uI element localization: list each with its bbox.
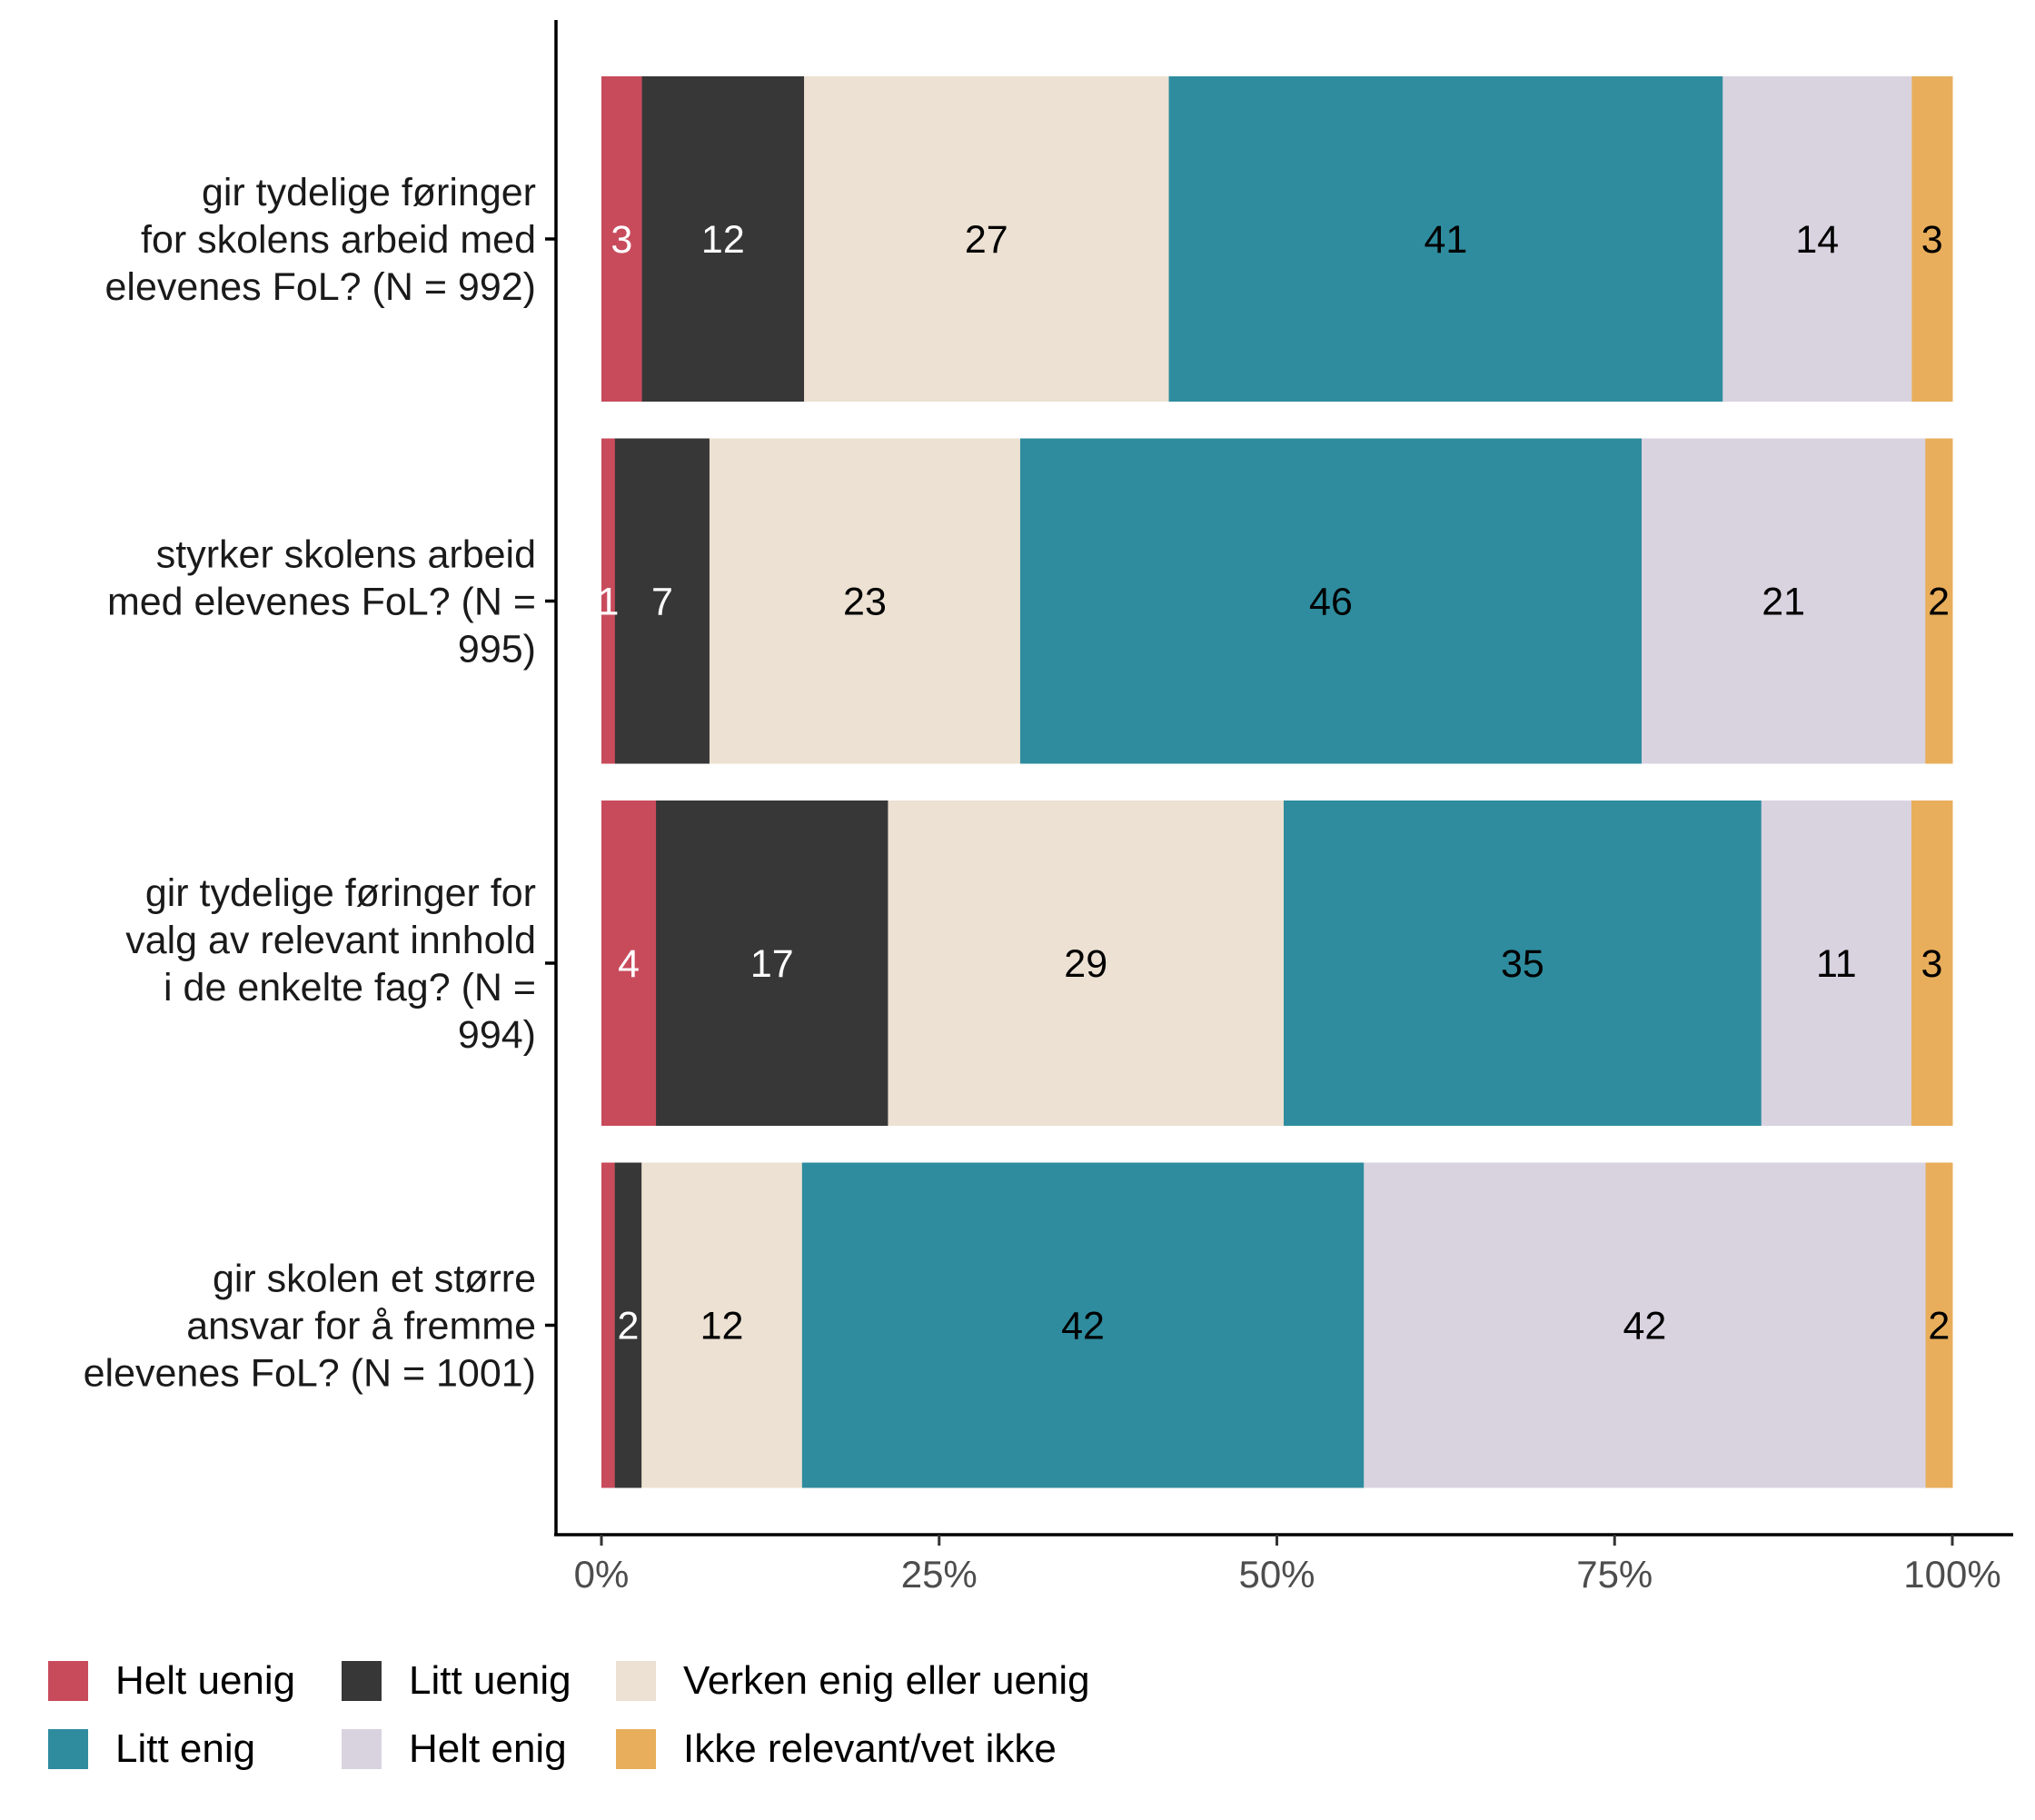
x-tick-label: 25%: [901, 1553, 978, 1596]
segment-value-label: 2: [617, 1305, 639, 1348]
legend-label: Verken enig eller uenig: [683, 1658, 1090, 1703]
segment-value-label: 2: [1928, 1305, 1950, 1348]
bar-segment: [1925, 438, 1953, 764]
bar-segment: [1168, 76, 1723, 402]
bar-segment: [1722, 76, 1912, 402]
bar-segment: [1364, 1162, 1927, 1488]
segment-labels-layer: 3 12 27 41 14 31 7 23 46 21 24 17 29 35 11 32 12 42 42 2: [597, 218, 1950, 1348]
legend-label: Ikke relevant/vet ikke: [683, 1726, 1057, 1771]
bar-segment: [614, 1162, 642, 1488]
legend-swatch: [48, 1661, 88, 1701]
bar-segment: [641, 1162, 803, 1488]
x-tick-label: 100%: [1903, 1553, 2000, 1596]
bar-segment: [614, 438, 710, 764]
bar-segment: [1761, 801, 1912, 1126]
segment-value-label: 1: [597, 581, 619, 624]
bar-segment: [1925, 1162, 1953, 1488]
y-tick-label-line: styrker skolens arbeid: [156, 533, 536, 577]
segment-value-label: 27: [965, 218, 1008, 262]
segment-value-label: 42: [1061, 1305, 1105, 1348]
legend-swatch: [616, 1729, 656, 1769]
legend-item-ikke-relevant: Ikke relevant/vet ikke: [616, 1726, 1057, 1771]
bar-segment: [1641, 438, 1926, 764]
segment-value-label: 12: [700, 1305, 744, 1348]
y-axis-labels: gir tydelige føringer for skolens arbeid …: [84, 171, 536, 1396]
y-tick-label: gir tydelige føringer for valg av relevan…: [125, 871, 536, 1057]
segment-value-label: 14: [1795, 218, 1839, 262]
y-tick-label-line: gir skolen et større: [213, 1258, 536, 1301]
y-axis-ticks: [545, 237, 556, 1328]
legend-swatch: [342, 1661, 382, 1701]
bar-segment: [709, 438, 1021, 764]
x-tick-label: 0%: [574, 1553, 630, 1596]
legend-label: Litt enig: [115, 1726, 256, 1771]
legend-item-litt-uenig: Litt uenig: [342, 1658, 571, 1703]
y-tick-label: gir tydelige føringer for skolens arbeid …: [105, 171, 536, 309]
bar-segment: [601, 438, 616, 764]
bar-segment: [1911, 76, 1953, 402]
segment-value-label: 17: [750, 942, 794, 986]
bar-segment: [804, 76, 1170, 402]
x-tick-label: 75%: [1576, 1553, 1653, 1596]
y-tick-label: styrker skolens arbeid med elevenes FoL? …: [107, 533, 536, 671]
y-tick-label-line: 995): [458, 628, 536, 671]
segment-value-label: 3: [610, 218, 632, 262]
segment-value-label: 41: [1424, 218, 1467, 262]
bars-layer: [601, 76, 1953, 1488]
segment-value-label: 46: [1309, 581, 1353, 624]
y-tick-label-line: elevenes FoL? (N = 992): [105, 265, 536, 309]
bar-segment: [1284, 801, 1762, 1126]
bar-segment: [1911, 801, 1953, 1126]
bar-segment: [801, 1162, 1365, 1488]
y-tick-label-line: for skolens arbeid med: [141, 218, 536, 262]
legend-swatch: [616, 1661, 656, 1701]
bar-segment: [656, 801, 888, 1126]
bar-segment: [641, 76, 805, 402]
y-tick-label-line: gir tydelige føringer: [202, 171, 536, 214]
segment-value-label: 23: [843, 581, 887, 624]
y-tick-label-line: 994): [458, 1013, 536, 1057]
segment-value-label: 3: [1921, 942, 1943, 986]
segment-value-label: 29: [1064, 942, 1107, 986]
legend-swatch: [48, 1729, 88, 1769]
bar-segment: [1019, 438, 1643, 764]
x-axis-ticks: 0% 25% 50% 75% 100%: [574, 1535, 2001, 1596]
segment-value-label: 35: [1501, 942, 1544, 986]
segment-value-label: 2: [1928, 581, 1950, 624]
legend-label: Helt uenig: [115, 1658, 296, 1703]
legend-label: Litt uenig: [409, 1658, 571, 1703]
stacked-bar-chart: 3 12 27 41 14 31 7 23 46 21 24 17 29 35 11 32 12 42 42 2 gi…: [84, 20, 2013, 1596]
y-tick-label-line: med elevenes FoL? (N =: [107, 581, 536, 624]
segment-value-label: 11: [1816, 942, 1857, 986]
y-tick-label-line: i de enkelte fag? (N =: [164, 966, 536, 1009]
legend-swatch: [342, 1729, 382, 1769]
bar-segment: [601, 1162, 616, 1488]
y-tick-label-line: valg av relevant innhold: [125, 919, 536, 962]
x-tick-label: 50%: [1238, 1553, 1315, 1596]
y-tick-label-line: elevenes FoL? (N = 1001): [84, 1352, 536, 1396]
legend-item-litt-enig: Litt enig: [48, 1726, 256, 1771]
y-tick-label-line: gir tydelige føringer for: [145, 871, 536, 915]
segment-value-label: 12: [701, 218, 745, 262]
bar-segment: [888, 801, 1285, 1126]
segment-value-label: 21: [1762, 581, 1805, 624]
y-tick-label: gir skolen et større ansvar for å fremme e…: [84, 1258, 536, 1396]
segment-value-label: 4: [618, 942, 640, 986]
legend-item-helt-enig: Helt enig: [342, 1726, 567, 1771]
legend-item-helt-uenig: Helt uenig: [48, 1658, 296, 1703]
segment-value-label: 42: [1623, 1305, 1666, 1348]
bar-segment: [601, 801, 657, 1126]
segment-value-label: 7: [651, 581, 673, 624]
legend-item-verken: Verken enig eller uenig: [616, 1658, 1090, 1703]
legend-label: Helt enig: [409, 1726, 567, 1771]
segment-value-label: 3: [1921, 218, 1943, 262]
bar-segment: [601, 76, 643, 402]
y-tick-label-line: ansvar for å fremme: [186, 1305, 536, 1348]
